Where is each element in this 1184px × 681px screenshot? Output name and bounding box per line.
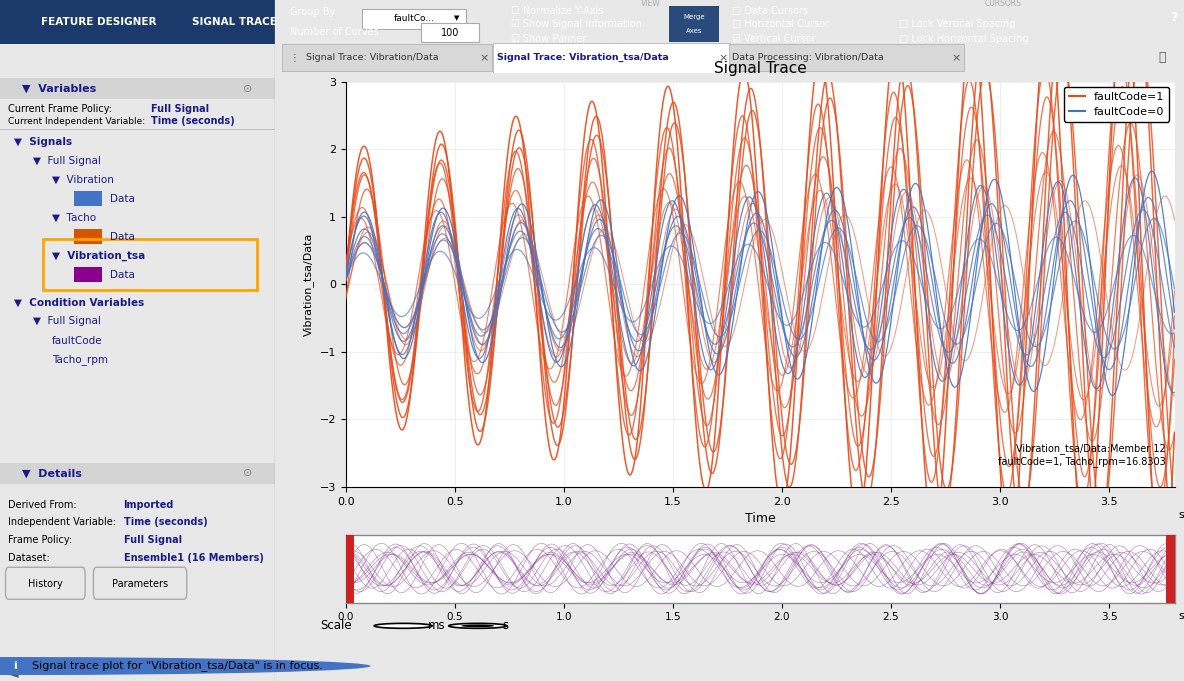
Text: Dataset:: Dataset:	[8, 553, 50, 563]
Text: ▼  Vibration_tsa: ▼ Vibration_tsa	[52, 251, 146, 262]
Text: VIEW: VIEW	[641, 0, 661, 7]
Text: Imported: Imported	[123, 500, 174, 509]
Circle shape	[374, 623, 432, 629]
Text: ?: ?	[1170, 11, 1178, 25]
FancyBboxPatch shape	[420, 23, 480, 42]
Text: Time (seconds): Time (seconds)	[123, 518, 207, 527]
Text: sec: sec	[1179, 510, 1184, 520]
Text: Data Processing: Vibration/Data: Data Processing: Vibration/Data	[732, 53, 883, 63]
Text: ☑ Show Panner: ☑ Show Panner	[511, 34, 586, 44]
Circle shape	[0, 657, 371, 675]
Text: ms: ms	[429, 619, 445, 633]
Bar	[75, 267, 102, 282]
Text: ☑ Vertical Cursor: ☑ Vertical Cursor	[733, 34, 816, 44]
Text: Signal Trace: Vibration_tsa/Data: Signal Trace: Vibration_tsa/Data	[497, 53, 669, 63]
Text: Frame Policy:: Frame Policy:	[8, 535, 72, 545]
FancyBboxPatch shape	[362, 9, 465, 29]
Text: ×: ×	[480, 53, 489, 63]
Text: FEATURE DESIGNER: FEATURE DESIGNER	[41, 18, 156, 27]
Text: Tacho_rpm: Tacho_rpm	[52, 354, 108, 365]
Text: Full Signal: Full Signal	[152, 104, 210, 114]
Bar	[494, 43, 731, 73]
Text: ▼  Full Signal: ▼ Full Signal	[33, 156, 101, 165]
Circle shape	[462, 624, 495, 627]
Text: Current Frame Policy:: Current Frame Policy:	[8, 104, 112, 114]
Text: ⛯: ⛯	[1158, 51, 1165, 65]
Bar	[729, 44, 964, 72]
Text: Data: Data	[110, 270, 135, 280]
Text: Group By: Group By	[290, 7, 335, 18]
Text: Full Signal: Full Signal	[123, 535, 181, 545]
Bar	[0, 78, 275, 99]
Text: ×: ×	[952, 53, 961, 63]
Text: faultCo...: faultCo...	[394, 14, 435, 23]
Bar	[346, 512, 354, 625]
Text: □ Horizontal Cursor: □ Horizontal Cursor	[733, 19, 830, 29]
Text: i: i	[13, 661, 18, 671]
Text: ▼: ▼	[455, 16, 459, 22]
Text: Current Independent Variable:: Current Independent Variable:	[8, 116, 146, 126]
Text: Ensemble1 (16 Members): Ensemble1 (16 Members)	[123, 553, 264, 563]
Text: ▼  Full Signal: ▼ Full Signal	[33, 317, 101, 326]
Legend: faultCode=1, faultCode=0: faultCode=1, faultCode=0	[1064, 87, 1169, 122]
Text: ▼  Tacho: ▼ Tacho	[52, 213, 96, 223]
Text: Signal Trace: Vibration/Data: Signal Trace: Vibration/Data	[305, 53, 438, 63]
FancyBboxPatch shape	[94, 567, 187, 599]
Text: ⊙: ⊙	[244, 469, 252, 478]
Text: ▼  Details: ▼ Details	[22, 469, 82, 478]
Text: □ Data Cursors: □ Data Cursors	[733, 6, 809, 16]
Text: ☐ Normalize Y-Axis: ☐ Normalize Y-Axis	[511, 6, 604, 16]
Text: s: s	[503, 619, 509, 633]
Text: ☑ Show Signal Information: ☑ Show Signal Information	[511, 19, 642, 29]
Bar	[0, 463, 275, 484]
Text: ▼  Signals: ▼ Signals	[14, 137, 72, 146]
Text: ▼  Condition Variables: ▼ Condition Variables	[14, 298, 144, 307]
Text: SIGNAL TRACE: SIGNAL TRACE	[192, 18, 277, 27]
Text: sec: sec	[1179, 612, 1184, 621]
Text: Time (seconds): Time (seconds)	[152, 116, 234, 126]
Text: faultCode: faultCode	[52, 336, 103, 345]
Text: ▼  Variables: ▼ Variables	[22, 84, 96, 93]
Text: ×: ×	[719, 53, 728, 63]
Text: □ Lock Vertical Spacing: □ Lock Vertical Spacing	[900, 19, 1016, 29]
Bar	[75, 191, 102, 206]
Bar	[75, 229, 102, 244]
Text: Vibration_tsa/Data:Member 12
faultCode=1, Tacho_rpm=16.8303: Vibration_tsa/Data:Member 12 faultCode=1…	[998, 443, 1166, 466]
Text: History: History	[28, 579, 63, 588]
Text: Merge: Merge	[683, 14, 706, 20]
Text: Number of Curves: Number of Curves	[290, 27, 379, 37]
FancyBboxPatch shape	[6, 567, 85, 599]
Bar	[283, 44, 493, 72]
Bar	[43, 239, 257, 290]
Text: 100: 100	[442, 28, 459, 37]
Circle shape	[449, 623, 507, 629]
Text: ⋮: ⋮	[290, 53, 300, 63]
Text: Axes: Axes	[686, 28, 702, 34]
Y-axis label: Vibration_tsa/Data: Vibration_tsa/Data	[303, 233, 314, 336]
Bar	[669, 5, 719, 42]
Text: Data: Data	[110, 232, 135, 242]
Bar	[1166, 512, 1175, 625]
Text: Data: Data	[110, 194, 135, 204]
Text: Independent Variable:: Independent Variable:	[8, 518, 116, 527]
Bar	[0, 0, 275, 44]
Text: Signal trace plot for "Vibration_tsa/Data" is in focus.: Signal trace plot for "Vibration_tsa/Dat…	[32, 661, 323, 671]
Text: ⊙: ⊙	[244, 84, 252, 93]
Text: Parameters: Parameters	[112, 579, 168, 588]
Text: CURSORS: CURSORS	[985, 0, 1022, 7]
Title: Signal Trace: Signal Trace	[714, 61, 806, 76]
Text: Derived From:: Derived From:	[8, 500, 77, 509]
Text: Scale: Scale	[321, 619, 352, 633]
Text: ◄: ◄	[8, 666, 19, 680]
Text: ▼  Vibration: ▼ Vibration	[52, 175, 114, 185]
X-axis label: Time: Time	[745, 512, 776, 525]
Text: □ Lock Horizontal Spacing: □ Lock Horizontal Spacing	[900, 34, 1029, 44]
